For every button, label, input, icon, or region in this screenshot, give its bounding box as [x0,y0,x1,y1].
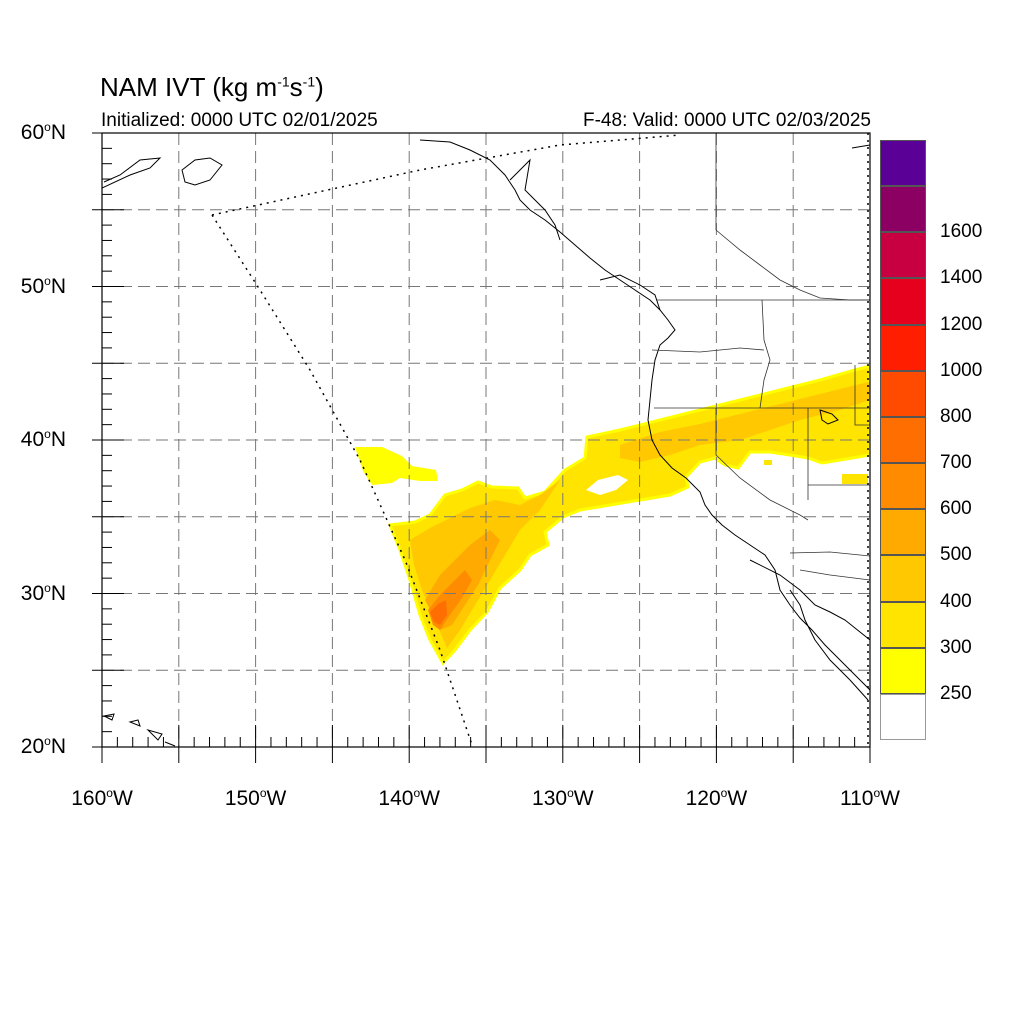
chart-title: NAM IVT (kg m-1s-1) [100,72,324,102]
longitude-label: 150oW [224,786,287,810]
longitude-label: 140oW [378,786,440,810]
longitude-label: 160oW [71,786,133,810]
colorbar-label: 250 [940,682,972,704]
colorbar-label: 300 [940,636,972,658]
ivt-blob [842,474,868,484]
colorbar-label: 800 [940,405,972,427]
latitude-label: 20oN [20,734,66,758]
colorbar-label: 600 [940,498,972,520]
coastlines [102,139,870,747]
grid-lines [102,133,870,747]
latitude-label: 50oN [20,273,66,298]
ivt-plume-hole [586,475,628,495]
latitude-label: 40oN [20,427,66,451]
latitude-label: 60oN [20,120,66,144]
colorbar-swatch [880,463,926,510]
colorbar-swatch [880,647,926,694]
ivt-blob [764,460,772,465]
colorbar-label: 1600 [940,221,983,243]
colorbar-swatch [880,555,926,602]
colorbar-label: 1400 [940,267,983,289]
colorbar-label: 500 [940,544,972,566]
colorbar-swatch [880,278,926,325]
colorbar-swatch [880,186,926,233]
colorbar [880,140,926,740]
colorbar-swatch [880,370,926,417]
colorbar-swatch [880,324,926,371]
colorbar-swatch [880,601,926,648]
axis-ticks [92,132,871,763]
colorbar-label: 1000 [940,359,983,381]
ivt-core-800 [430,600,447,625]
colorbar-swatch [880,416,926,464]
colorbar-label: 400 [940,590,972,612]
longitude-label: 130oW [532,786,594,810]
colorbar-label: 1200 [940,313,983,335]
longitude-label: 120oW [685,786,748,810]
initialized-label: Initialized: 0000 UTC 02/01/2025 [101,110,378,131]
valid-time-label: F-48: Valid: 0000 UTC 02/03/2025 [583,110,871,131]
ivt-band-east [620,382,870,462]
latitude-label: 30oN [20,580,66,605]
longitude-label: 110oW [840,786,900,810]
colorbar-label: 700 [940,452,972,474]
ivt-plume-small [355,447,438,485]
colorbar-swatch [880,232,926,279]
political-boundaries [651,133,870,581]
colorbar-swatch [880,693,926,740]
domain-boundary [211,133,869,747]
colorbar-swatch [880,140,926,187]
colorbar-swatch [880,509,926,556]
